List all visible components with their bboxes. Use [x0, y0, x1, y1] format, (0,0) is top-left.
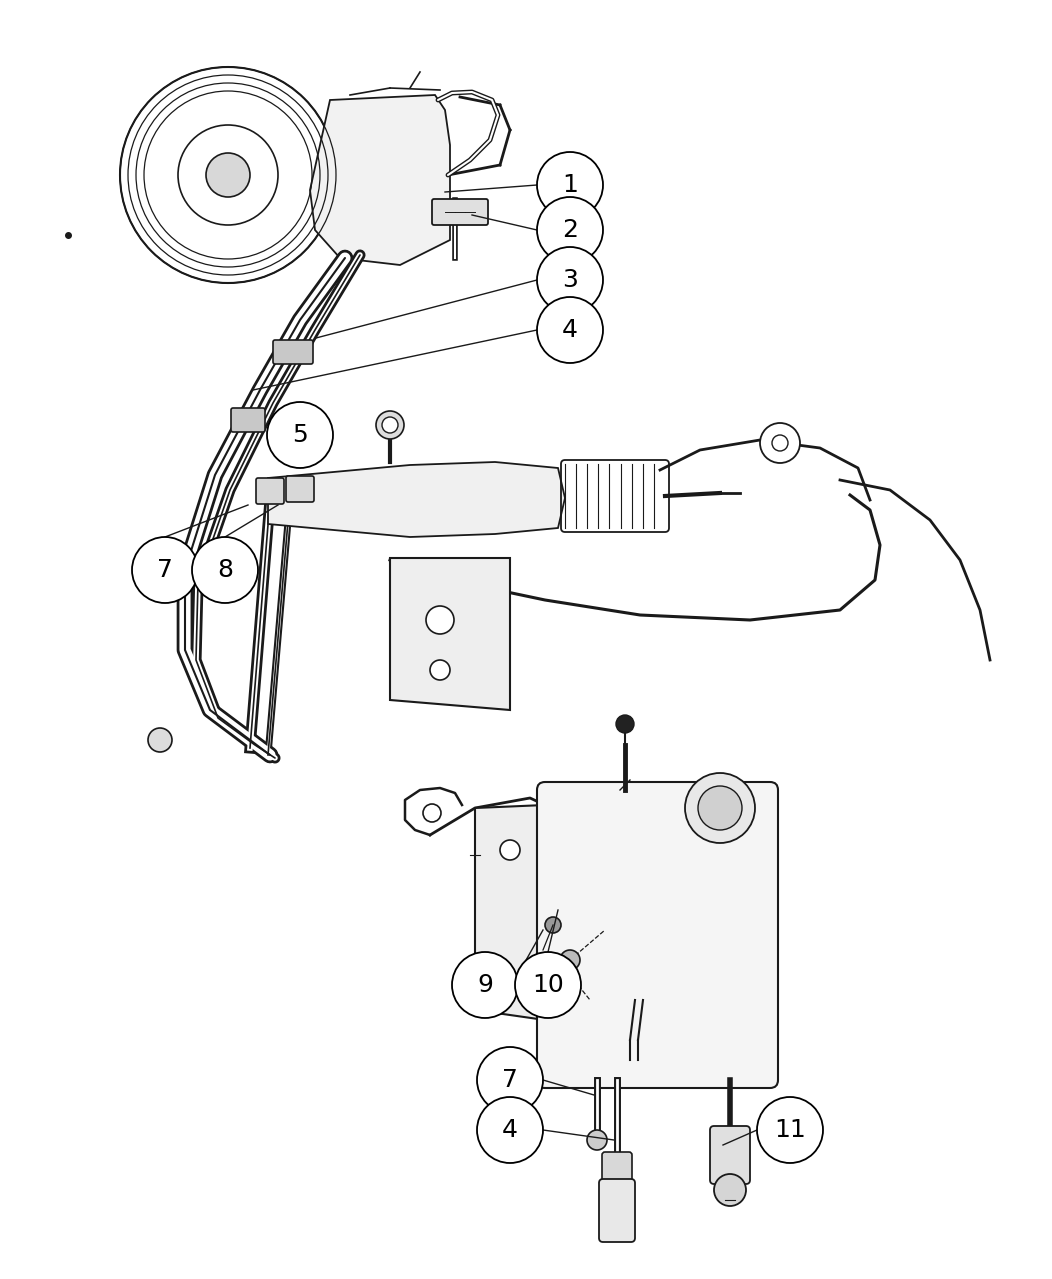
Circle shape — [267, 402, 333, 468]
FancyBboxPatch shape — [274, 340, 313, 365]
Text: 1: 1 — [562, 173, 578, 197]
Circle shape — [515, 952, 581, 1018]
Circle shape — [148, 728, 171, 752]
Text: 11: 11 — [774, 1118, 806, 1142]
Circle shape — [376, 411, 404, 439]
Polygon shape — [268, 462, 565, 537]
Text: 7: 7 — [157, 558, 173, 582]
Circle shape — [685, 773, 755, 843]
Circle shape — [477, 1097, 543, 1163]
Text: 8: 8 — [217, 558, 232, 582]
Circle shape — [426, 606, 454, 634]
Text: 5: 5 — [292, 423, 308, 446]
FancyBboxPatch shape — [602, 1152, 632, 1188]
Circle shape — [382, 417, 398, 434]
Circle shape — [545, 917, 561, 932]
Circle shape — [206, 153, 250, 197]
Text: 9: 9 — [477, 973, 493, 998]
Circle shape — [132, 537, 198, 602]
Text: 4: 4 — [502, 1118, 518, 1142]
Circle shape — [772, 435, 788, 451]
Circle shape — [452, 952, 518, 1018]
Circle shape — [697, 787, 742, 830]
Polygon shape — [390, 558, 510, 710]
Circle shape — [193, 537, 258, 602]
FancyBboxPatch shape — [231, 408, 265, 432]
FancyBboxPatch shape — [432, 200, 488, 225]
FancyBboxPatch shape — [710, 1126, 750, 1184]
Circle shape — [423, 804, 441, 822]
Text: 2: 2 — [562, 217, 578, 242]
FancyBboxPatch shape — [599, 1179, 635, 1242]
Circle shape — [178, 125, 278, 225]
Circle shape — [587, 1131, 607, 1150]
Text: 7: 7 — [502, 1068, 518, 1092]
Circle shape — [537, 152, 603, 217]
Circle shape — [120, 67, 336, 283]
Circle shape — [760, 423, 800, 463]
Text: 4: 4 — [562, 318, 578, 341]
Circle shape — [616, 715, 634, 733]
Circle shape — [714, 1174, 746, 1206]
Circle shape — [430, 660, 450, 680]
Circle shape — [500, 840, 520, 859]
Circle shape — [757, 1097, 823, 1163]
FancyBboxPatch shape — [537, 781, 778, 1088]
Polygon shape — [476, 804, 545, 1019]
Circle shape — [560, 950, 580, 969]
Circle shape — [477, 1048, 543, 1113]
Circle shape — [537, 197, 603, 263]
FancyBboxPatch shape — [256, 478, 284, 504]
Polygon shape — [310, 95, 450, 265]
Text: 10: 10 — [532, 973, 564, 998]
Circle shape — [537, 297, 603, 363]
Circle shape — [537, 247, 603, 313]
FancyBboxPatch shape — [286, 476, 313, 501]
Text: 3: 3 — [562, 269, 578, 292]
